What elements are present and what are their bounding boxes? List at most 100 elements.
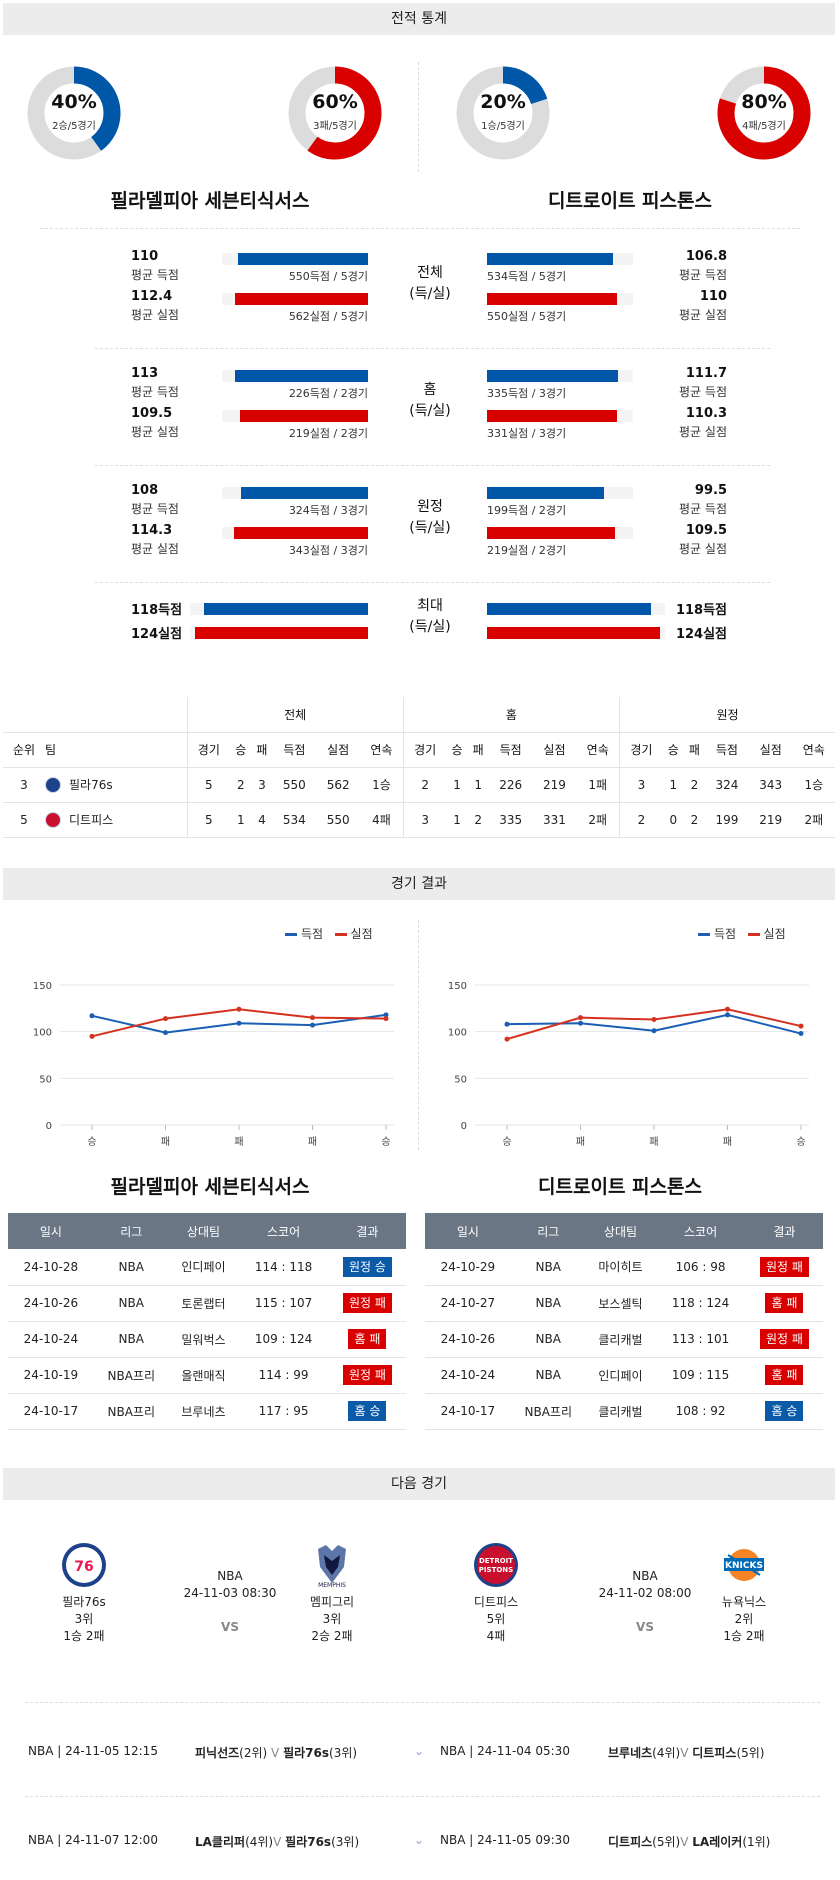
results-cell: 24-10-26 — [425, 1321, 511, 1358]
left-bar-note: 324득점 / 3경기 — [288, 504, 368, 517]
right-stat-value: 111.7 — [685, 366, 727, 381]
standings-header: 승 — [662, 732, 684, 768]
standings-group-away: 원정 — [619, 697, 835, 733]
results-cell: NBA — [510, 1357, 586, 1394]
x-tick-label: 패 — [234, 1136, 243, 1148]
left-stat-value: 118득점 — [131, 603, 183, 618]
standings-cell: 2패 — [576, 802, 620, 838]
standings-team[interactable]: 필라76s — [45, 767, 187, 803]
right-bar-note: 219실점 / 2경기 — [487, 544, 567, 557]
svg-text:76: 76 — [74, 1559, 93, 1575]
results-cell: NBA — [93, 1249, 169, 1286]
data-point — [89, 1033, 95, 1039]
results-row: 24-10-27 NBA 보스셀틱 118 : 124 홈 패 — [425, 1285, 823, 1322]
results-cell: NBA — [510, 1285, 586, 1322]
right-stat-label: 평균 실점 — [679, 425, 727, 439]
standings-cell: 219 — [748, 802, 793, 838]
results-table-left: 일시 리그 상대팀 스코어 결과 24-10-28 NBA 인디페이 114 : 118 원정 승… — [8, 1213, 406, 1430]
divider — [95, 582, 770, 583]
standings-cell: 4 — [251, 802, 273, 838]
result-badge: 홈 승 — [348, 1401, 387, 1421]
results-row: 24-10-24 NBA 인디페이 109 : 115 홈 패 — [425, 1357, 823, 1394]
results-row: 24-10-29 NBA 마이히트 106 : 98 원정 패 — [425, 1249, 823, 1286]
line-chart-left: 0 50 100 150 승 패 패 패 승 — [33, 981, 394, 1148]
data-point — [383, 1016, 389, 1022]
standings-header: 연속 — [792, 732, 835, 768]
results-row: 24-10-26 NBA 클리캐벌 113 : 101 원정 패 — [425, 1321, 823, 1358]
right-bar — [487, 627, 660, 639]
stat-group-label: 전체 (득/실) — [409, 265, 451, 302]
results-cell: 마이히트 — [585, 1249, 656, 1286]
results-header: 일시 — [8, 1213, 94, 1249]
result-badge: 원정 패 — [342, 1293, 392, 1313]
left-bar-note: 219실점 / 2경기 — [288, 427, 368, 440]
stat-group-label: 홈 (득/실) — [409, 382, 451, 419]
data-point — [310, 1022, 315, 1028]
results-cell: 109 : 124 — [238, 1321, 329, 1358]
next-game1-home: 필라76s 3위 1승 2패 — [62, 1595, 106, 1643]
upcoming-right-1: NBA | 24-11-04 05:30 — [440, 1744, 570, 1758]
left-bar-note: 550득점 / 5경기 — [288, 270, 368, 283]
donut-arc — [27, 66, 121, 160]
standings-cell: 1 — [446, 802, 468, 838]
standings-cell: 534 — [272, 802, 317, 838]
data-point — [236, 1020, 242, 1026]
chart-legend-left: 득점 실점 — [285, 925, 373, 942]
y-tick-label: 150 — [33, 981, 52, 992]
standings-header: 승 — [230, 732, 252, 768]
line-chart-right: 0 50 100 150 승 패 패 패 승 — [448, 981, 809, 1148]
results-cell: 밀워벅스 — [168, 1321, 239, 1358]
results-cell: 24-10-29 — [425, 1249, 511, 1286]
right-stat-label: 평균 득점 — [679, 268, 727, 282]
x-tick-label: 패 — [576, 1136, 585, 1148]
standings-header: 실점 — [316, 732, 361, 768]
left-stat-value: 114.3 — [131, 523, 173, 538]
left-bar — [204, 603, 368, 615]
y-tick-label: 100 — [448, 1028, 467, 1039]
standings-cell: 1승 — [360, 767, 404, 803]
result-badge: 원정 패 — [342, 1365, 392, 1385]
chevron-double-down-icon: ⌄ — [414, 1833, 425, 1847]
standings-cell: 324 — [705, 767, 749, 803]
x-tick-label: 패 — [723, 1136, 732, 1148]
standings-cell: 1 — [662, 767, 684, 803]
left-stat-label: 평균 실점 — [131, 425, 179, 439]
results-cell: NBA — [510, 1321, 586, 1358]
standings-header: 팀 — [45, 732, 187, 768]
data-point — [798, 1031, 804, 1037]
standings-cell: 2 — [619, 802, 663, 838]
right-bar-note: 199득점 / 2경기 — [487, 504, 567, 517]
results-row: 24-10-19 NBA프리 올랜매직 114 : 99 원정 패 — [8, 1357, 406, 1394]
results-cell: 원정 패 — [328, 1285, 406, 1322]
standings-cell: 2 — [230, 767, 252, 803]
results-row: 24-10-24 NBA 밀워벅스 109 : 124 홈 패 — [8, 1321, 406, 1358]
left-stat-label: 평균 실점 — [131, 542, 179, 556]
results-cell: 홈 승 — [328, 1393, 406, 1430]
left-stat-label: 평균 실점 — [131, 308, 179, 322]
results-cell: 브루네츠 — [168, 1393, 239, 1430]
result-badge: 홈 패 — [348, 1329, 387, 1349]
data-point — [725, 1012, 730, 1018]
results-cell: 홈 패 — [745, 1285, 823, 1322]
left-bar-note: 226득점 / 2경기 — [288, 387, 368, 400]
standings-cell: 2 — [467, 802, 489, 838]
standings-team[interactable]: 디트피스 — [45, 802, 187, 838]
next-game2-vs: VS — [636, 1620, 654, 1634]
svg-text:DETROIT: DETROIT — [479, 1557, 513, 1565]
standings-cell: 1 — [446, 767, 468, 803]
upcoming-left-1: NBA | 24-11-05 12:15 — [28, 1744, 158, 1758]
results-cell: 인디페이 — [168, 1249, 239, 1286]
results-row: 24-10-28 NBA 인디페이 114 : 118 원정 승 — [8, 1249, 406, 1286]
results-header: 리그 — [93, 1213, 169, 1249]
results-header: 결과 — [328, 1213, 406, 1249]
chart-legend-right: 득점 실점 — [698, 925, 786, 942]
svg-text:MEMPHIS: MEMPHIS — [318, 1582, 346, 1589]
right-bar — [487, 293, 617, 305]
data-point — [504, 1021, 510, 1027]
data-point — [163, 1016, 168, 1022]
right-bar — [487, 410, 617, 422]
y-tick-label: 100 — [33, 1028, 52, 1039]
y-tick-label: 0 — [461, 1121, 467, 1132]
results-cell: 올랜매직 — [168, 1357, 239, 1394]
